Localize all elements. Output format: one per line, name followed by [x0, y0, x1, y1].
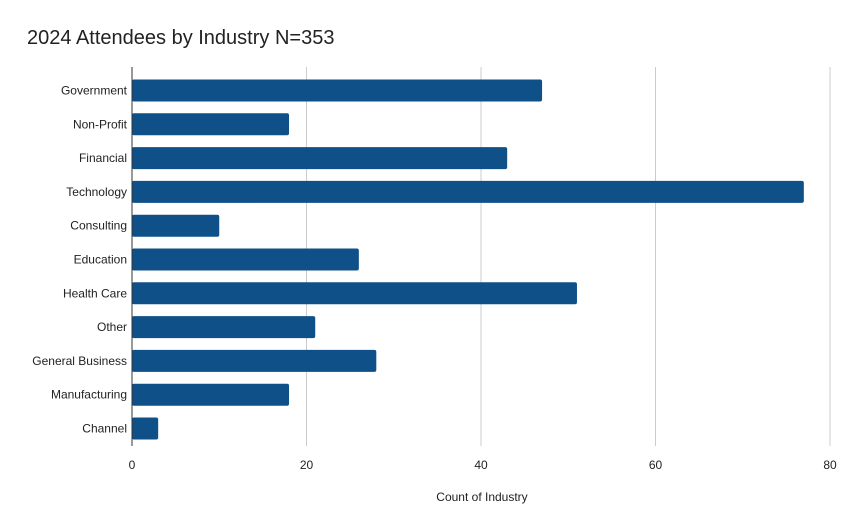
category-label: Manufacturing — [51, 388, 127, 402]
category-label: Health Care — [63, 286, 127, 300]
bar-other — [132, 316, 316, 339]
bar-manufacturing — [132, 383, 290, 406]
category-label: Government — [61, 84, 128, 98]
category-label: Technology — [66, 185, 127, 199]
x-tick-labels: 0 20 40 60 80 — [129, 458, 837, 472]
chart-title: 2024 Attendees by Industry N=353 — [27, 27, 335, 49]
x-tick-label: 60 — [649, 458, 663, 472]
x-tick-label: 20 — [300, 458, 314, 472]
category-label: Education — [74, 253, 127, 267]
bar-channel — [132, 417, 159, 440]
category-label: General Business — [32, 354, 127, 368]
x-tick-label: 0 — [129, 458, 136, 472]
bar-general-business — [132, 349, 377, 372]
bar-government — [132, 79, 543, 102]
category-labels: Government Non-Profit Financial Technology C… — [32, 84, 127, 436]
bar-financial — [132, 147, 508, 170]
bar-consulting — [132, 214, 220, 237]
x-axis-title: Count of Industry — [436, 490, 527, 504]
category-label: Channel — [82, 422, 127, 436]
x-tick-label: 80 — [823, 458, 837, 472]
category-label: Financial — [79, 151, 127, 165]
bar-non-profit — [132, 113, 290, 136]
bars — [132, 79, 804, 440]
category-label: Consulting — [70, 219, 127, 233]
bar-health-care — [132, 282, 577, 305]
x-tick-label: 40 — [474, 458, 488, 472]
gridlines — [306, 67, 831, 446]
category-label: Non-Profit — [73, 117, 128, 131]
bar-education — [132, 248, 359, 271]
category-label: Other — [97, 320, 127, 334]
bar-technology — [132, 180, 804, 203]
